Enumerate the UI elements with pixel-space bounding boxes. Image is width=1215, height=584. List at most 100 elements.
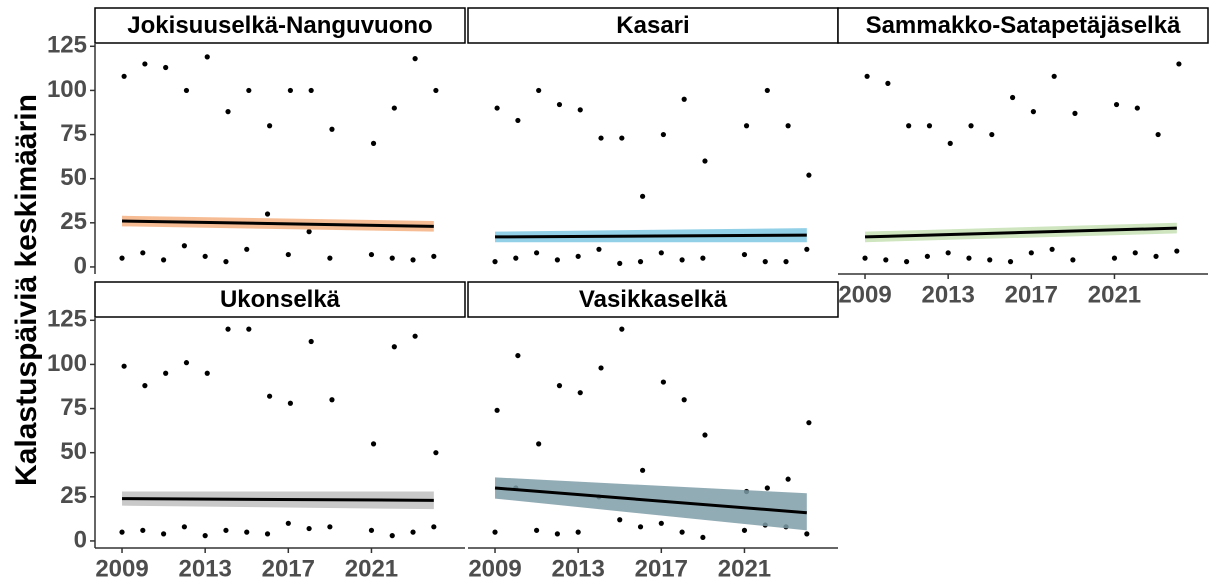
data-point: [223, 259, 229, 265]
data-point: [596, 246, 602, 252]
data-point: [533, 527, 540, 533]
y-tick-label: 0: [74, 526, 87, 553]
data-point: [329, 397, 335, 403]
data-point: [287, 400, 293, 406]
data-point: [945, 250, 951, 256]
data-point: [267, 393, 273, 399]
data-point: [244, 529, 250, 535]
y-tick-label: 125: [47, 306, 87, 333]
data-point: [368, 527, 375, 533]
data-point: [989, 131, 995, 138]
data-point: [987, 257, 993, 263]
data-point: [391, 105, 397, 111]
y-tick-label: 125: [47, 32, 87, 59]
panel-title: Jokisuuselkä-Nanguvuono: [127, 12, 432, 39]
data-point: [389, 533, 395, 539]
y-tick-label: 25: [60, 208, 87, 235]
data-point: [515, 352, 521, 359]
trend-line: [864, 226, 1177, 239]
data-point: [554, 257, 560, 263]
data-point: [513, 255, 519, 261]
data-point: [160, 531, 167, 537]
data-point: [1153, 253, 1159, 259]
data-point: [617, 260, 623, 267]
x-tick-label: 2009: [95, 555, 148, 579]
data-point: [968, 123, 974, 129]
data-point: [660, 131, 666, 138]
data-point: [368, 251, 375, 258]
data-point: [743, 123, 750, 129]
data-point: [926, 123, 933, 129]
data-point: [160, 257, 167, 263]
y-tick-label: 75: [60, 120, 87, 147]
data-point: [1132, 250, 1138, 256]
strip-box: [94, 281, 466, 318]
strip-box: [837, 7, 1209, 44]
data-point: [119, 255, 125, 261]
data-point: [264, 211, 271, 217]
data-point: [287, 87, 293, 94]
data-point: [637, 259, 644, 265]
data-point: [658, 250, 664, 256]
data-point: [223, 527, 229, 533]
data-point: [556, 383, 563, 389]
data-point: [431, 253, 437, 259]
data-point: [903, 259, 910, 265]
data-point: [202, 533, 208, 539]
y-tick-label: 100: [47, 76, 87, 103]
data-point: [306, 229, 312, 235]
data-point: [1113, 101, 1120, 108]
data-point: [285, 251, 291, 258]
data-point: [741, 251, 748, 258]
data-point: [764, 485, 770, 491]
panel-title: Vasikkaselkä: [579, 286, 728, 313]
data-point: [804, 246, 810, 252]
data-point: [556, 101, 563, 108]
data-point: [140, 527, 146, 533]
data-point: [1155, 131, 1161, 138]
data-point: [702, 432, 708, 438]
data-point: [225, 109, 231, 115]
data-point: [285, 520, 291, 526]
x-tick-label: 2021: [1088, 281, 1141, 308]
data-point: [804, 531, 810, 537]
data-point: [204, 54, 210, 60]
data-point: [140, 250, 146, 256]
data-point: [515, 117, 521, 124]
data-point: [1010, 94, 1016, 101]
data-point: [577, 107, 583, 113]
data-point: [267, 123, 273, 129]
data-point: [410, 257, 416, 263]
data-point: [181, 524, 187, 530]
data-point: [658, 520, 664, 526]
data-point: [244, 246, 250, 252]
data-point: [1174, 248, 1180, 254]
data-point: [391, 344, 397, 350]
data-point: [637, 524, 644, 530]
x-tick-label: 2013: [551, 555, 604, 579]
data-point: [906, 123, 912, 129]
data-point: [536, 441, 542, 447]
data-point: [163, 370, 169, 376]
data-point: [862, 255, 868, 261]
y-tick-label: 50: [60, 438, 87, 465]
data-point: [183, 360, 190, 366]
x-tick-label: 2009: [838, 281, 891, 308]
data-point: [329, 126, 335, 132]
data-point: [494, 407, 500, 413]
data-point: [640, 467, 646, 473]
data-point: [246, 87, 252, 94]
data-point: [308, 87, 314, 94]
data-point: [264, 531, 271, 537]
data-point: [492, 529, 498, 535]
data-point: [119, 529, 125, 535]
data-point: [1051, 73, 1057, 79]
data-point: [1028, 250, 1034, 256]
data-point: [575, 529, 581, 535]
panel-title: Sammakko-Satapetäjäselkä: [866, 12, 1182, 39]
data-point: [412, 56, 418, 62]
data-point: [598, 365, 604, 371]
data-point: [121, 73, 127, 79]
data-point: [575, 253, 581, 259]
